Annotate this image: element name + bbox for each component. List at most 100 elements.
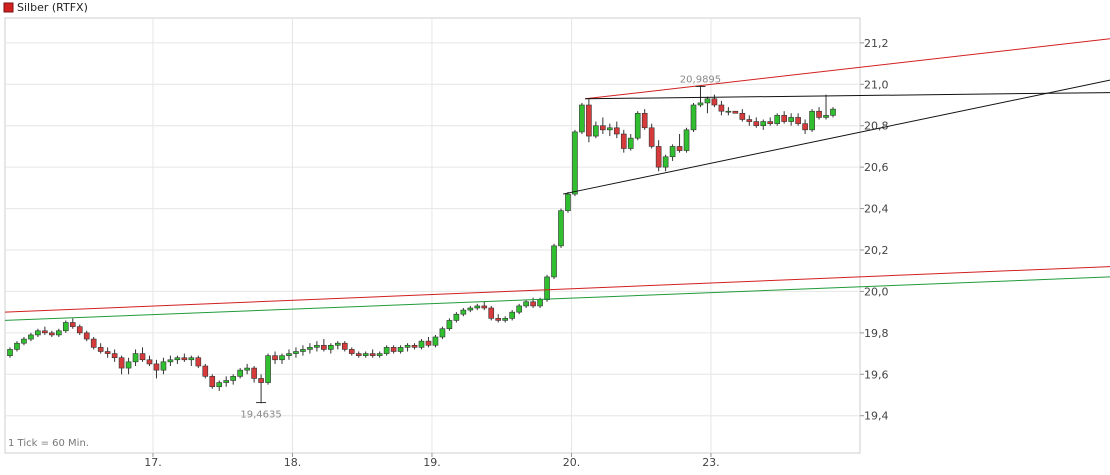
- candle-down: [495, 318, 502, 321]
- candle-down: [767, 121, 774, 124]
- y-tick-label: 19,4: [864, 410, 889, 423]
- x-axis-ticks: 17. 18. 19. 20. 23.: [144, 453, 720, 469]
- candle-up: [634, 112, 641, 139]
- candle-down: [586, 104, 592, 137]
- candle-down: [746, 119, 753, 122]
- candle-up: [237, 369, 243, 377]
- candle-up: [362, 353, 369, 356]
- candle-down: [816, 110, 822, 118]
- candle-down: [111, 353, 118, 359]
- candle-up: [809, 110, 815, 131]
- candle-up: [502, 318, 509, 321]
- trend-line: [4, 266, 1110, 313]
- candle-down: [118, 357, 125, 369]
- candle-up: [572, 131, 578, 195]
- candle-up: [788, 117, 794, 122]
- candle-down: [676, 146, 683, 151]
- candle-up: [21, 338, 27, 344]
- candle-up: [774, 115, 781, 124]
- candle-up: [607, 127, 613, 131]
- candle-up: [35, 330, 41, 336]
- candle-up: [265, 355, 271, 383]
- candle-up: [669, 146, 676, 158]
- candle-up: [823, 115, 829, 118]
- candle-up: [314, 344, 320, 348]
- candle-up: [537, 299, 543, 307]
- trend-line: [585, 38, 1110, 100]
- candle-up: [286, 353, 292, 356]
- candle-down: [795, 117, 801, 124]
- candle-down: [104, 351, 111, 354]
- candle-down: [209, 376, 216, 388]
- candle-down: [620, 133, 627, 149]
- legend-swatch: [3, 2, 14, 13]
- candle-down: [655, 146, 662, 168]
- candle-up: [544, 276, 550, 301]
- candle-down: [781, 115, 787, 122]
- candle-down: [600, 125, 606, 131]
- candle-down: [530, 301, 536, 307]
- candle-up: [188, 357, 195, 361]
- y-tick-label: 21,2: [864, 37, 889, 50]
- trend-lines: [4, 38, 1110, 321]
- y-tick-label: 20,0: [864, 285, 889, 298]
- y-tick-label: 19,8: [864, 327, 889, 340]
- candle-up: [7, 349, 13, 356]
- candle-up: [230, 376, 236, 381]
- candle-up: [279, 355, 285, 361]
- candle-down: [97, 347, 104, 352]
- candle-down: [411, 344, 418, 348]
- candle-down: [49, 332, 55, 336]
- tick-interval-note: 1 Tick = 60 Min.: [8, 438, 89, 449]
- candle-up: [662, 156, 669, 168]
- legend: Silber (RTFX): [3, 1, 88, 14]
- candle-down: [711, 98, 718, 106]
- candle-up: [383, 347, 390, 354]
- candle-up: [307, 347, 313, 350]
- candle-down: [425, 340, 432, 346]
- y-tick-label: 20,2: [864, 244, 889, 257]
- candlestick-series: [7, 86, 836, 404]
- y-tick-label: 20,8: [864, 120, 889, 133]
- high-annotation: 20,9895: [680, 74, 721, 85]
- candle-down: [139, 353, 146, 361]
- candle-down: [83, 332, 90, 340]
- candle-up: [174, 357, 181, 361]
- candle-up: [160, 361, 167, 371]
- candle-down: [195, 357, 202, 367]
- candle-down: [355, 353, 362, 356]
- candle-up: [397, 347, 404, 352]
- candle-up: [293, 351, 299, 354]
- candle-down: [718, 104, 725, 112]
- candle-up: [760, 121, 767, 127]
- plot-area: [4, 17, 861, 454]
- candle-down: [481, 305, 488, 309]
- candle-down: [146, 359, 153, 365]
- candle-up: [334, 342, 341, 346]
- candle-down: [739, 112, 746, 120]
- y-tick-label: 19,6: [864, 368, 889, 381]
- candle-up: [579, 104, 585, 133]
- candle-up: [216, 382, 223, 388]
- candle-up: [830, 108, 836, 116]
- candle-up: [223, 380, 230, 383]
- candle-down: [488, 307, 495, 319]
- candle-up: [523, 301, 529, 307]
- candle-down: [648, 127, 655, 147]
- candle-up: [439, 328, 446, 338]
- x-tick-label: 17.: [144, 456, 162, 469]
- candle-up: [132, 353, 139, 363]
- candle-up: [551, 245, 557, 278]
- candle-up: [725, 110, 732, 113]
- candle-up: [474, 305, 481, 309]
- candle-down: [258, 378, 264, 383]
- candle-up: [467, 307, 474, 311]
- y-tick-label: 20,4: [864, 203, 889, 216]
- candle-up: [404, 344, 411, 348]
- candle-down: [251, 367, 257, 379]
- candle-up: [418, 340, 425, 348]
- trend-line: [562, 79, 1110, 195]
- candle-up: [593, 125, 599, 137]
- candle-up: [56, 330, 62, 336]
